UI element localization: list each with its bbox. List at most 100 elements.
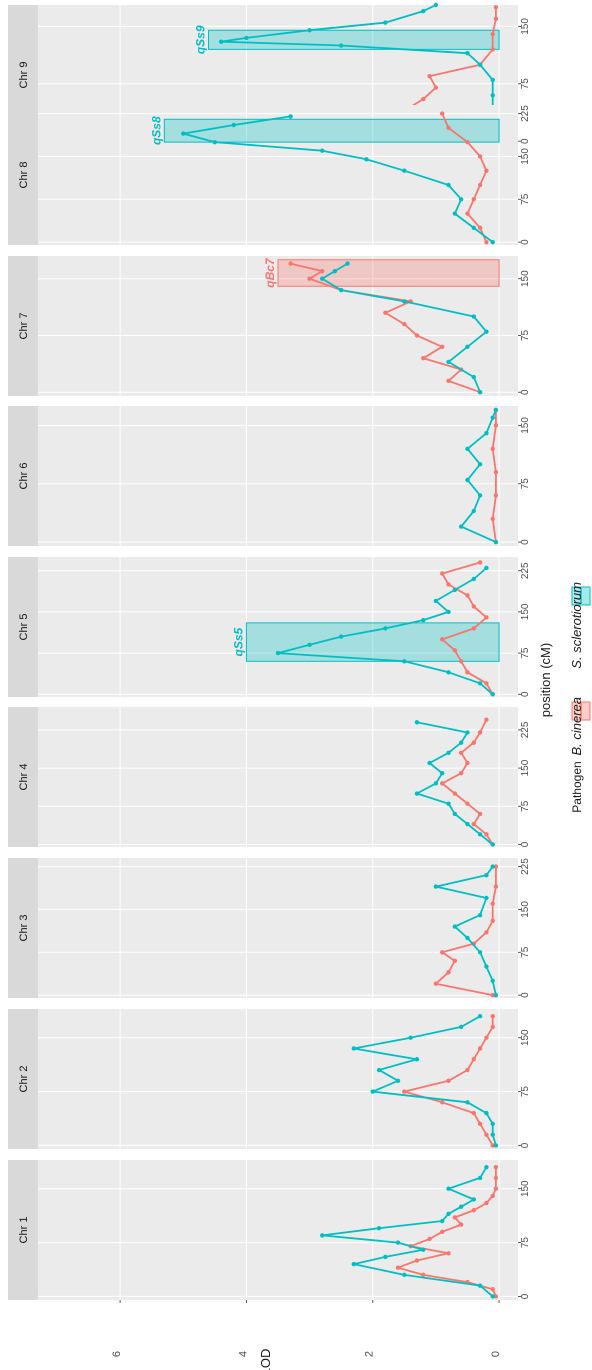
data-point-ssclerotiorum (433, 598, 439, 604)
data-point-ssclerotiorum (484, 895, 489, 901)
data-point-ssclerotiorum (465, 821, 470, 827)
pos-tick-label: 0 (520, 691, 531, 697)
data-point-bcinerea (493, 1175, 499, 1181)
pos-tick-label: 150 (520, 759, 531, 776)
data-point-ssclerotiorum (338, 634, 344, 639)
data-point-bcinerea (490, 1013, 495, 1019)
data-point-bcinerea (440, 571, 445, 576)
facet-strip-label: Chr 9 (18, 62, 30, 89)
data-point-bcinerea (490, 446, 495, 451)
data-point-ssclerotiorum (477, 1175, 483, 1181)
facet-strip-label: Chr 6 (18, 463, 30, 490)
data-point-ssclerotiorum (383, 20, 388, 25)
data-point-bcinerea (471, 1057, 476, 1062)
data-point-ssclerotiorum (465, 446, 470, 451)
data-point-bcinerea (452, 1215, 458, 1220)
lod-tick-label: 6 (111, 1351, 123, 1357)
data-point-bcinerea (471, 197, 476, 202)
data-point-bcinerea (484, 930, 489, 935)
data-point-bcinerea (433, 981, 439, 986)
data-point-ssclerotiorum (433, 2, 439, 8)
data-point-bcinerea (484, 681, 489, 686)
data-point-bcinerea (288, 261, 293, 266)
data-point-bcinerea (452, 958, 458, 964)
plot-panel (38, 406, 518, 546)
data-point-ssclerotiorum (376, 1067, 382, 1073)
data-point-ssclerotiorum (471, 1197, 476, 1202)
data-point-ssclerotiorum (446, 750, 451, 756)
data-point-ssclerotiorum (465, 50, 470, 56)
data-point-bcinerea (484, 1035, 489, 1040)
x-axis-title: position (cM) (538, 643, 553, 717)
data-point-ssclerotiorum (383, 626, 388, 631)
data-point-bcinerea (477, 182, 483, 188)
data-point-bcinerea (458, 1222, 464, 1227)
data-point-ssclerotiorum (421, 1247, 426, 1252)
facet-strip-label: Chr 8 (18, 162, 30, 189)
data-point-bcinerea (320, 268, 325, 274)
y-axis-title: LOD (258, 1349, 273, 1370)
pos-tick-label: 75 (520, 647, 531, 659)
data-point-bcinerea (440, 1100, 445, 1105)
data-point-bcinerea (446, 1251, 451, 1256)
data-point-bcinerea (493, 864, 499, 869)
data-point-ssclerotiorum (395, 1240, 401, 1245)
data-point-bcinerea (490, 901, 495, 906)
data-point-ssclerotiorum (471, 576, 476, 582)
data-point-ssclerotiorum (433, 781, 439, 786)
data-point-bcinerea (490, 992, 495, 998)
data-point-bcinerea (471, 821, 476, 827)
data-point-bcinerea (465, 1067, 470, 1073)
plot-panel (38, 105, 518, 245)
data-point-bcinerea (471, 604, 476, 609)
data-point-ssclerotiorum (402, 299, 407, 304)
data-point-bcinerea (477, 225, 483, 231)
data-point-ssclerotiorum (484, 1110, 489, 1116)
data-point-ssclerotiorum (471, 314, 476, 319)
qtl-region (245, 622, 500, 662)
data-point-ssclerotiorum (484, 329, 489, 334)
data-point-ssclerotiorum (490, 864, 495, 869)
data-point-ssclerotiorum (446, 1211, 451, 1217)
pos-tick-label: 75 (520, 78, 531, 90)
data-point-ssclerotiorum (446, 1186, 451, 1191)
data-point-bcinerea (446, 970, 451, 975)
pos-tick-label: 75 (520, 946, 531, 958)
data-point-ssclerotiorum (218, 39, 224, 44)
qtl-label: qSs9 (194, 25, 208, 54)
data-point-ssclerotiorum (402, 168, 407, 173)
data-point-bcinerea (484, 615, 489, 620)
data-point-ssclerotiorum (465, 1100, 470, 1105)
pos-tick-label: 225 (520, 721, 531, 738)
pos-tick-label: 75 (520, 193, 531, 205)
data-point-bcinerea (446, 378, 451, 384)
data-point-bcinerea (414, 333, 420, 338)
data-point-ssclerotiorum (452, 924, 458, 929)
data-point-ssclerotiorum (493, 992, 499, 998)
data-point-bcinerea (484, 1200, 489, 1206)
data-point-ssclerotiorum (484, 872, 489, 878)
data-point-ssclerotiorum (320, 1233, 325, 1238)
facet-chr-1: Chr 1 0 75 150 (8, 1160, 531, 1300)
data-point-bcinerea (493, 5, 499, 10)
data-point-ssclerotiorum (458, 524, 464, 529)
data-point-ssclerotiorum (307, 28, 312, 33)
data-point-ssclerotiorum (471, 225, 476, 231)
facet-strip-label: Chr 7 (18, 313, 30, 340)
data-point-ssclerotiorum (452, 587, 458, 593)
qtl-label: qSs5 (231, 627, 245, 656)
data-point-ssclerotiorum (477, 912, 483, 918)
pos-tick-label: 150 (520, 417, 531, 434)
data-point-ssclerotiorum (477, 832, 483, 837)
data-point-bcinerea (465, 801, 470, 806)
data-point-ssclerotiorum (477, 950, 483, 955)
data-point-bcinerea (446, 125, 451, 131)
facet-chr-7: Chr 7 qBc7 0 75 150 (8, 256, 531, 396)
data-point-bcinerea (465, 593, 470, 598)
legend-title: Pathogen (570, 761, 584, 812)
data-point-ssclerotiorum (490, 842, 495, 847)
facet-strip (8, 1009, 38, 1149)
data-point-ssclerotiorum (490, 1121, 495, 1127)
data-point-ssclerotiorum (446, 609, 451, 615)
data-point-ssclerotiorum (490, 77, 495, 83)
